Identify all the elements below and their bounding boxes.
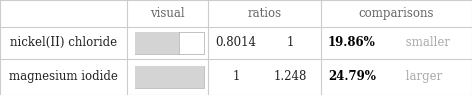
Text: 0.8014: 0.8014 (216, 36, 256, 49)
Text: 19.86%: 19.86% (328, 36, 376, 49)
Bar (135, 32, 204, 54)
Text: nickel(II) chloride: nickel(II) chloride (10, 36, 117, 49)
Text: 1: 1 (287, 36, 294, 49)
Text: 24.79%: 24.79% (328, 70, 376, 83)
Text: smaller: smaller (402, 36, 450, 49)
Bar (135, 66, 204, 88)
Text: visual: visual (150, 7, 185, 20)
Text: ratios: ratios (247, 7, 281, 20)
Text: 1: 1 (232, 70, 240, 83)
Text: 1.248: 1.248 (274, 70, 307, 83)
Text: magnesium iodide: magnesium iodide (9, 70, 118, 83)
Text: comparisons: comparisons (359, 7, 434, 20)
Text: larger: larger (402, 70, 442, 83)
Bar (135, 32, 179, 54)
Bar (135, 66, 204, 88)
